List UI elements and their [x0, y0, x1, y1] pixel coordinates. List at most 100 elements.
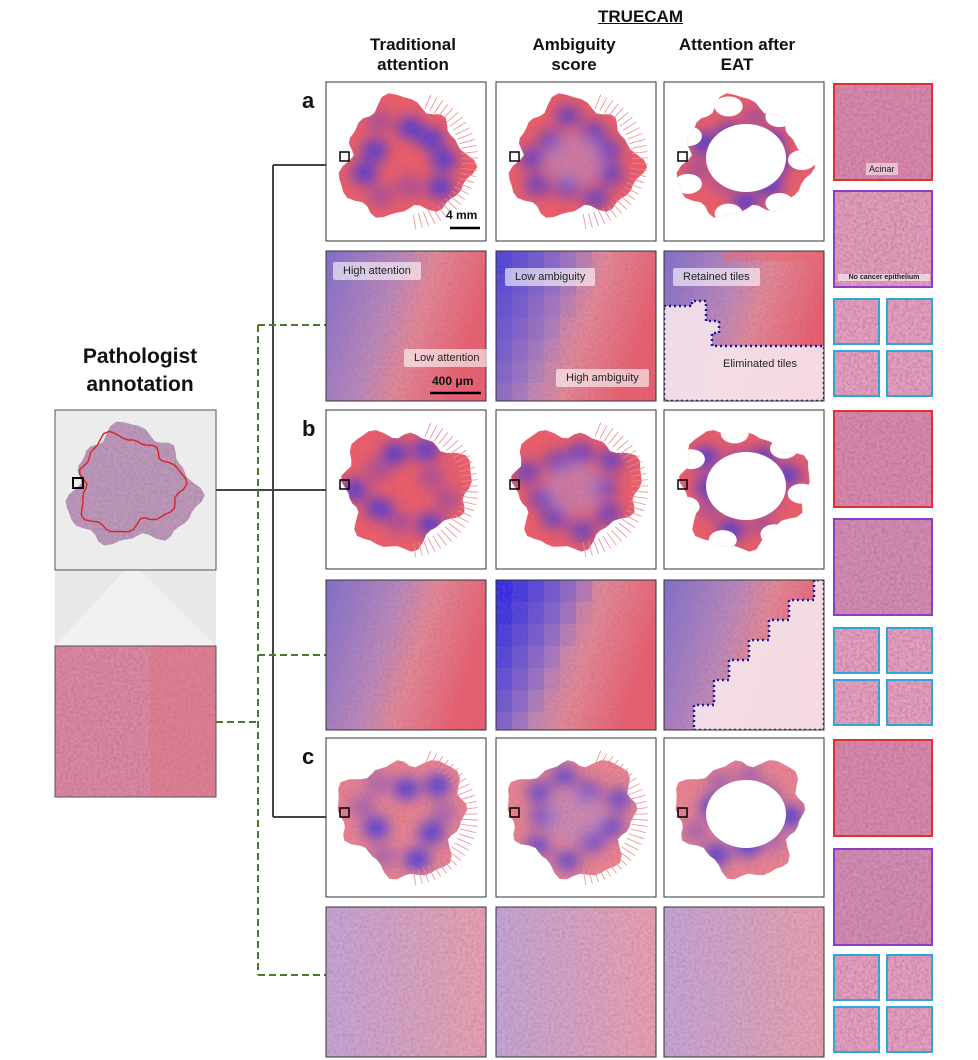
fiber: [631, 818, 648, 821]
fiber: [461, 818, 478, 821]
roi-box: [677, 807, 688, 818]
annotation: Low ambiguity: [505, 268, 596, 286]
fiber: [460, 500, 476, 506]
fiber: [608, 103, 619, 117]
eliminated: [714, 96, 743, 117]
panel-frame: [833, 518, 933, 616]
panel-frame: [495, 81, 657, 242]
texture: [833, 739, 933, 837]
fiber: [460, 828, 476, 834]
fiber: [630, 828, 646, 834]
tile-texture: [833, 298, 880, 345]
fiber: [593, 539, 600, 555]
texture: [326, 907, 486, 1057]
fiber: [446, 767, 459, 779]
fiber: [427, 209, 436, 224]
roi-box: [339, 151, 350, 162]
fiber: [448, 194, 462, 205]
zoom: [496, 907, 656, 1057]
fiber: [455, 783, 470, 791]
fiber: [604, 100, 614, 114]
fiber: [461, 167, 478, 171]
fiber: [631, 823, 648, 827]
texture: [886, 1006, 933, 1053]
fiber: [429, 425, 438, 439]
fiber: [441, 529, 453, 542]
fiber: [599, 425, 608, 439]
fiber: [424, 422, 432, 437]
fiber: [412, 214, 417, 230]
fiber: [412, 542, 417, 558]
annotation: Low attention: [404, 349, 490, 367]
tile-label: No cancer epithelium: [838, 274, 930, 281]
fiber: [631, 495, 648, 499]
panel-frame: [495, 906, 657, 1058]
panel-frame: [325, 737, 487, 898]
fiber: [429, 97, 438, 111]
fiber: [594, 422, 602, 437]
tissue: [675, 760, 806, 880]
texture: [55, 646, 216, 797]
fiber: [619, 116, 633, 127]
annotation: Retained tiles: [673, 268, 760, 286]
zoom-tint: [150, 646, 216, 797]
panel-frame: [325, 81, 487, 242]
row-label: c: [302, 744, 315, 769]
eliminated: [676, 173, 702, 194]
zoom: [664, 580, 824, 730]
eliminated-area: [694, 580, 824, 730]
fiber: [461, 479, 478, 482]
fiber: [444, 526, 457, 538]
panel-frame: [833, 848, 933, 946]
fiber: [618, 850, 632, 861]
fiber: [604, 756, 614, 770]
fiber: [624, 186, 639, 195]
roi-box: [339, 479, 350, 490]
texture: [496, 580, 656, 730]
fiber: [451, 518, 466, 528]
fiber: [451, 190, 466, 200]
tile-texture: [833, 739, 933, 837]
fiber: [460, 473, 477, 477]
fiber: [448, 522, 462, 533]
fiber: [616, 439, 629, 451]
group-title: TRUECAM: [598, 7, 683, 26]
fiber: [593, 867, 600, 883]
fiber: [452, 121, 467, 131]
fiber: [461, 823, 478, 827]
fiber: [611, 201, 623, 214]
scale-bar-label: 4 mm: [446, 208, 478, 222]
tile-texture: [833, 350, 880, 397]
tile-texture: [886, 298, 933, 345]
fiber: [449, 444, 463, 455]
texture: [833, 190, 933, 288]
fiber: [612, 107, 624, 120]
fiber: [442, 107, 454, 120]
fiber: [446, 111, 459, 123]
fiber: [628, 833, 645, 840]
texture: [833, 298, 880, 345]
fiber: [606, 532, 617, 546]
fiber: [624, 514, 639, 523]
connector-dashed: [216, 324, 326, 976]
texture: [886, 954, 933, 1001]
fiber: [458, 505, 475, 512]
tissue: [679, 430, 810, 552]
tile-texture: [886, 350, 933, 397]
fiber: [619, 444, 633, 455]
fiber: [455, 455, 470, 463]
fiber: [418, 213, 423, 228]
panel-frame: [833, 1006, 880, 1053]
row-label: a: [302, 88, 315, 113]
fiber: [606, 204, 617, 218]
fiber: [460, 145, 477, 149]
fiber: [418, 869, 423, 884]
panel-frame: [325, 579, 487, 731]
fiber: [460, 801, 477, 805]
panel-frame: [663, 409, 825, 570]
annotation: Eliminated tiles: [723, 358, 797, 370]
fiber: [461, 162, 478, 165]
fiber: [604, 428, 614, 442]
